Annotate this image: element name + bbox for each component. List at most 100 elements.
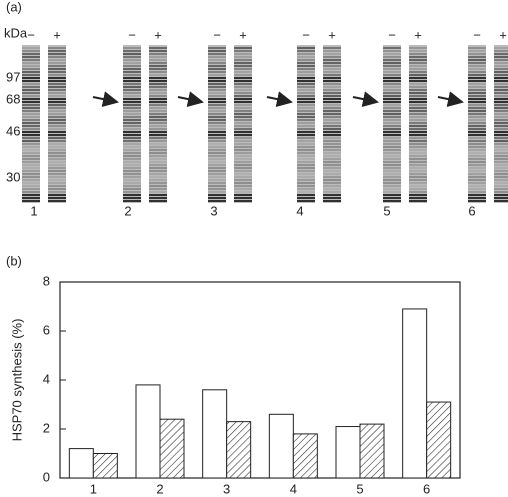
gel-band: [297, 89, 315, 91]
gel-band: [123, 80, 141, 82]
gel-band: [123, 122, 141, 124]
gel-band: [383, 71, 401, 73]
gel-band: [383, 101, 401, 103]
gel-band: [494, 146, 508, 148]
gel-band: [383, 113, 401, 115]
gel-band: [48, 137, 66, 139]
gel-band: [123, 86, 141, 88]
gel-band: [234, 179, 252, 181]
gel-band: [494, 155, 508, 157]
gel-band: [22, 143, 40, 145]
gel-band: [48, 164, 66, 166]
gel-band: [409, 194, 427, 196]
gel-band: [123, 104, 141, 106]
gel-band: [323, 161, 341, 163]
gel-band: [234, 47, 252, 49]
gel-band: [123, 71, 141, 73]
gel-band: [297, 146, 315, 148]
gel-band: [383, 92, 401, 94]
gel-band: [297, 158, 315, 160]
gel-band: [494, 107, 508, 109]
gel-band: [234, 77, 252, 79]
gel-band: [323, 110, 341, 112]
gel-band: [149, 83, 167, 85]
gel-band: [323, 194, 341, 196]
lane-number: 2: [124, 203, 131, 218]
gel-band: [149, 173, 167, 175]
gel-band: [208, 173, 226, 175]
gel-band: [383, 98, 401, 100]
gel-band: [208, 107, 226, 109]
gel-band: [323, 113, 341, 115]
gel-band: [297, 53, 315, 55]
gel-band: [409, 191, 427, 193]
gel-band: [494, 62, 508, 64]
gel-band: [297, 179, 315, 181]
gel-band: [149, 134, 167, 136]
gel-band: [22, 47, 40, 49]
gel-band: [208, 65, 226, 67]
arrow: [177, 91, 204, 107]
gel-band: [468, 59, 486, 61]
gel-band: [48, 107, 66, 109]
gel-band: [494, 179, 508, 181]
gel-band: [149, 197, 167, 199]
lane-sign: +: [414, 27, 422, 42]
gel-band: [149, 47, 167, 49]
gel-band: [494, 68, 508, 70]
gel-band: [123, 188, 141, 190]
gel-band: [383, 68, 401, 70]
gel-band: [409, 59, 427, 61]
gel-band: [297, 113, 315, 115]
gel-band: [149, 170, 167, 172]
gel-band: [123, 95, 141, 97]
gel-band: [323, 101, 341, 103]
gel-band: [468, 116, 486, 118]
gel-band: [323, 200, 341, 202]
gel-band: [149, 164, 167, 166]
gel-band: [22, 86, 40, 88]
gel-band: [22, 116, 40, 118]
gel-band: [123, 62, 141, 64]
lane-number: 1: [30, 203, 37, 218]
gel-band: [208, 125, 226, 127]
lane-sign: +: [499, 27, 507, 42]
gel-band: [149, 95, 167, 97]
marker-label: 30: [6, 169, 20, 184]
gel-band: [22, 164, 40, 166]
gel-band: [383, 185, 401, 187]
y-tick-label: 4: [43, 371, 50, 386]
gel-band: [383, 86, 401, 88]
gel-band: [323, 131, 341, 133]
lane: [323, 45, 341, 203]
gel-band: [383, 197, 401, 199]
gel-band: [323, 164, 341, 166]
gel-band: [22, 131, 40, 133]
arrow: [92, 91, 119, 107]
gel-band: [409, 83, 427, 85]
gel-band: [123, 107, 141, 109]
gel-band: [297, 83, 315, 85]
gel-band: [208, 116, 226, 118]
gel-band: [22, 53, 40, 55]
gel-band: [468, 149, 486, 151]
gel-band: [208, 104, 226, 106]
gel-band: [208, 50, 226, 52]
gel-band: [149, 116, 167, 118]
gel-band: [494, 131, 508, 133]
gel-band: [323, 71, 341, 73]
gel-band: [297, 134, 315, 136]
lane-number: 3: [210, 203, 217, 218]
gel-band: [123, 194, 141, 196]
gel-band: [383, 59, 401, 61]
gel-band: [149, 167, 167, 169]
gel-band: [383, 155, 401, 157]
gel-band: [234, 155, 252, 157]
gel-band: [22, 185, 40, 187]
gel-band: [234, 161, 252, 163]
gel-band: [494, 50, 508, 52]
gel-band: [48, 74, 66, 76]
gel-band: [22, 146, 40, 148]
gel-band: [323, 59, 341, 61]
gel-band: [323, 185, 341, 187]
